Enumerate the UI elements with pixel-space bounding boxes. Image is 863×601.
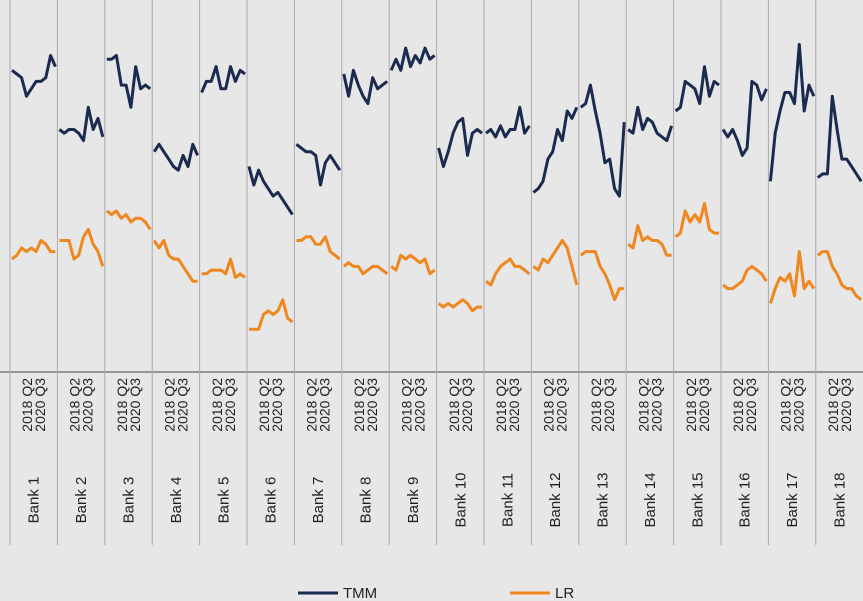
line-series — [390, 253, 436, 276]
x-tick-label: 2020 Q3 — [411, 378, 427, 432]
line-series — [485, 257, 531, 287]
x-tick-label: 2020 Q3 — [696, 378, 712, 432]
x-tick-label: 2018 Q2 — [209, 378, 225, 432]
x-tick-label: 2018 Q2 — [398, 378, 414, 432]
x-tick-label: 2018 Q2 — [256, 378, 272, 432]
legend-label: LR — [555, 585, 574, 601]
panel-label: Bank 3 — [121, 477, 138, 524]
line-series — [579, 83, 626, 198]
x-tick-label: 2020 Q3 — [601, 378, 617, 432]
line-series — [342, 261, 389, 276]
x-tick-label: 2018 Q2 — [446, 378, 462, 432]
line-series — [437, 116, 483, 168]
panel-label: Bank 5 — [215, 477, 232, 524]
line-series — [201, 257, 246, 279]
line-series — [532, 239, 579, 286]
x-tick-label: 2018 Q2 — [351, 378, 367, 432]
line-series — [200, 65, 246, 94]
x-tick-label: 2020 Q3 — [364, 378, 380, 432]
line-series — [721, 79, 768, 157]
line-series — [627, 224, 672, 257]
x-tick-label: 2018 Q2 — [825, 378, 841, 432]
line-series — [768, 250, 816, 304]
line-series — [532, 106, 579, 194]
line-series — [485, 105, 531, 139]
line-series — [389, 46, 436, 72]
x-tick-label: 2018 Q2 — [778, 378, 794, 432]
x-tick-label: 2020 Q3 — [32, 378, 48, 432]
x-tick-label: 2018 Q2 — [493, 378, 509, 432]
line-series — [627, 105, 674, 143]
x-tick-label: 2020 Q3 — [174, 378, 190, 432]
panel-label: Bank 14 — [642, 472, 659, 527]
line-series — [342, 68, 389, 106]
line-series — [674, 202, 719, 238]
x-tick-label: 2018 Q2 — [683, 378, 699, 432]
panel-label: Bank 13 — [595, 472, 612, 527]
line-series — [768, 42, 816, 182]
panel-label: Bank 12 — [547, 472, 564, 527]
panel-label: Bank 1 — [26, 477, 43, 524]
x-tick-label: 2020 Q3 — [459, 378, 475, 432]
line-series — [247, 166, 294, 216]
panel-label: Bank 9 — [405, 477, 422, 524]
panel-label: Bank 10 — [452, 472, 469, 527]
x-tick-label: 2020 Q3 — [791, 378, 807, 432]
x-tick-label: 2018 Q2 — [114, 378, 130, 432]
panel-label: Bank 7 — [310, 477, 327, 524]
line-series — [437, 298, 482, 313]
line-series — [296, 235, 341, 261]
x-tick-label: 2018 Q2 — [730, 378, 746, 432]
panel-label: Bank 18 — [832, 472, 849, 527]
line-series — [816, 250, 863, 301]
line-series — [11, 54, 57, 98]
x-tick-label: 2018 Q2 — [588, 378, 604, 432]
line-series — [105, 209, 152, 231]
x-tick-label: 2020 Q3 — [648, 378, 664, 432]
x-tick-label: 2020 Q3 — [80, 378, 96, 432]
x-tick-label: 2020 Q3 — [506, 378, 522, 432]
line-series — [816, 94, 863, 183]
line-series — [58, 105, 105, 143]
x-tick-label: 2020 Q3 — [127, 378, 143, 432]
legend-label: TMM — [343, 585, 377, 601]
line-series — [152, 142, 199, 172]
line-series — [152, 239, 198, 283]
panel-label: Bank 6 — [263, 477, 280, 524]
line-series — [674, 65, 720, 113]
line-series — [295, 143, 342, 187]
x-tick-label: 2018 Q2 — [635, 378, 651, 432]
x-tick-label: 2018 Q2 — [19, 378, 35, 432]
panel-label: Bank 8 — [358, 477, 375, 524]
x-tick-label: 2020 Q3 — [317, 378, 333, 432]
x-tick-label: 2018 Q2 — [304, 378, 320, 432]
x-tick-label: 2020 Q3 — [222, 378, 238, 432]
line-series — [722, 264, 768, 291]
panel-label: Bank 2 — [73, 477, 90, 524]
x-tick-label: 2020 Q3 — [269, 378, 285, 432]
panel-label: Bank 16 — [737, 472, 754, 527]
x-tick-label: 2020 Q3 — [838, 378, 854, 432]
x-tick-label: 2018 Q2 — [161, 378, 177, 432]
line-series — [249, 298, 294, 331]
line-series — [59, 227, 105, 267]
x-tick-label: 2018 Q2 — [541, 378, 557, 432]
panel-label: Bank 11 — [500, 473, 517, 527]
line-series — [579, 250, 625, 302]
x-tick-label: 2020 Q3 — [743, 378, 759, 432]
x-tick-label: 2018 Q2 — [67, 378, 83, 432]
line-series — [106, 54, 152, 109]
panel-label: Bank 4 — [168, 477, 185, 524]
x-tick-label: 2020 Q3 — [554, 378, 570, 432]
panel-label: Bank 17 — [784, 472, 801, 527]
panel-label: Bank 15 — [689, 472, 706, 527]
line-series — [11, 239, 56, 261]
